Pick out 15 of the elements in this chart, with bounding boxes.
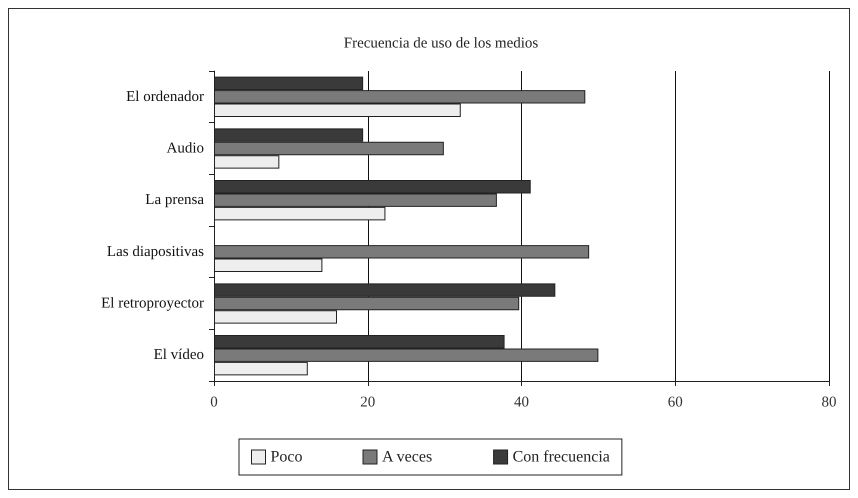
legend-label: A veces [382, 448, 432, 466]
x-tick-label: 80 [822, 394, 836, 410]
y-tick-label: El vídeo [154, 347, 204, 364]
y-tick-label: El ordenador [126, 88, 204, 105]
legend-label: Con frecuencia [512, 448, 610, 466]
y-tick-label: Las diapositivas [106, 244, 204, 260]
y-tick-label: Audio [166, 140, 204, 156]
legend-label: Poco [270, 448, 302, 466]
x-tick-label: 60 [668, 394, 683, 410]
y-tick-label: La prensa [145, 192, 204, 208]
chart-title: Frecuencia de uso de los medios [344, 36, 538, 52]
x-tick-label: 20 [360, 394, 376, 410]
x-tick-label: 40 [514, 394, 529, 410]
y-tick-label: El retroproyector [101, 296, 204, 312]
x-tick-label: 0 [210, 394, 218, 410]
